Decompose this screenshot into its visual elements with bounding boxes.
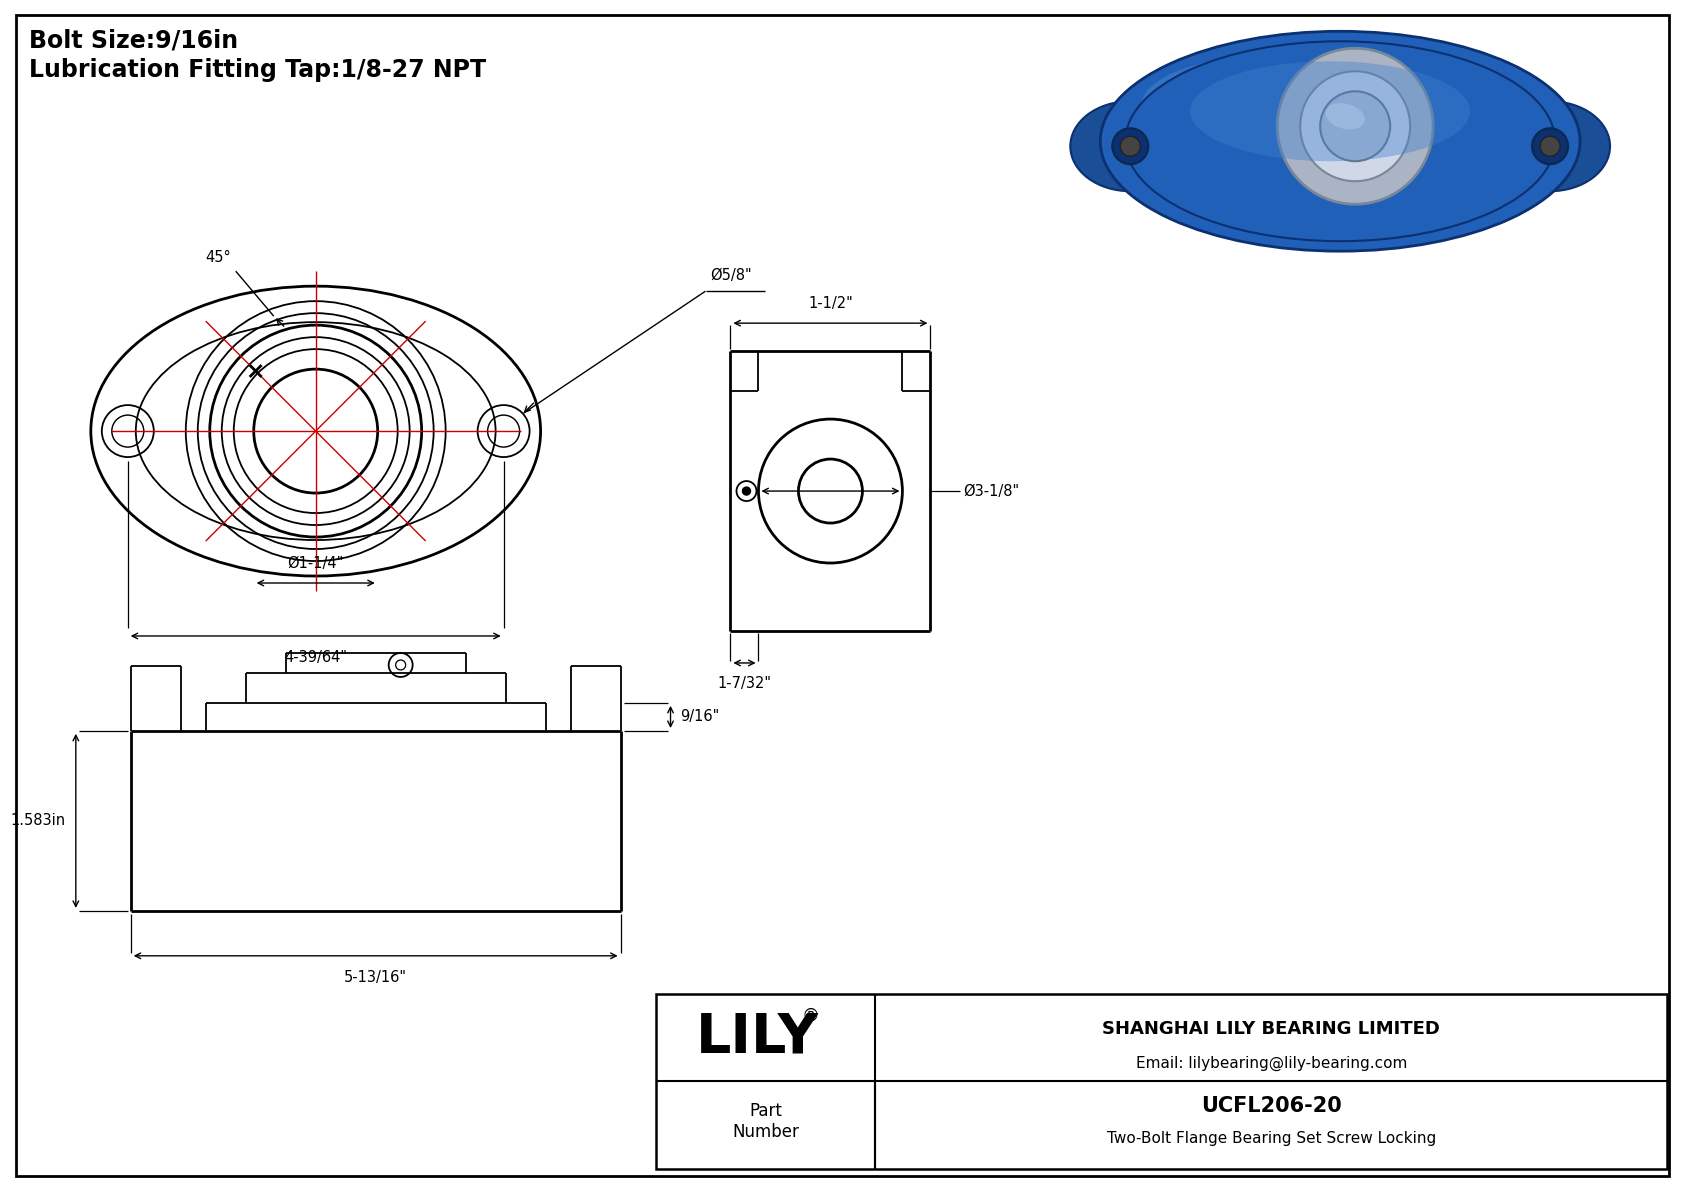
Text: UCFL206-20: UCFL206-20 — [1201, 1096, 1342, 1116]
Bar — [655, 993, 1667, 1168]
Text: Lubrication Fitting Tap:1/8-27 NPT: Lubrication Fitting Tap:1/8-27 NPT — [29, 58, 487, 82]
Ellipse shape — [1071, 101, 1191, 192]
Text: Bolt Size:9/16in: Bolt Size:9/16in — [29, 29, 237, 52]
Text: Part
Number: Part Number — [733, 1102, 798, 1141]
Text: 5-13/16": 5-13/16" — [344, 969, 408, 985]
Text: Two-Bolt Flange Bearing Set Screw Locking: Two-Bolt Flange Bearing Set Screw Lockin… — [1106, 1131, 1436, 1147]
Circle shape — [1320, 92, 1391, 161]
Text: Ø3-1/8": Ø3-1/8" — [963, 484, 1019, 499]
Text: 9/16": 9/16" — [680, 710, 719, 724]
Ellipse shape — [1100, 31, 1580, 251]
Circle shape — [743, 487, 751, 495]
Circle shape — [1532, 129, 1568, 164]
Text: Email: lilybearing@lily-bearing.com: Email: lilybearing@lily-bearing.com — [1135, 1056, 1406, 1072]
Text: SHANGHAI LILY BEARING LIMITED: SHANGHAI LILY BEARING LIMITED — [1103, 1019, 1440, 1037]
Ellipse shape — [1191, 61, 1470, 161]
Text: 1.583in: 1.583in — [10, 813, 66, 829]
Text: 1-1/2": 1-1/2" — [808, 297, 852, 311]
Text: Ø5/8": Ø5/8" — [711, 268, 753, 283]
Text: LILY: LILY — [695, 1010, 818, 1065]
Text: Ø1-1/4": Ø1-1/4" — [288, 556, 344, 570]
Ellipse shape — [1140, 55, 1499, 188]
Circle shape — [1541, 136, 1559, 156]
Circle shape — [1113, 129, 1148, 164]
Ellipse shape — [1490, 101, 1610, 192]
Circle shape — [1120, 136, 1140, 156]
Text: 45°: 45° — [205, 250, 231, 266]
Ellipse shape — [1325, 104, 1364, 130]
Circle shape — [1300, 71, 1410, 181]
Circle shape — [1276, 49, 1433, 204]
Text: ®: ® — [802, 1006, 820, 1024]
Ellipse shape — [1125, 42, 1554, 242]
Text: 4-39/64": 4-39/64" — [285, 650, 347, 665]
Text: 1-7/32": 1-7/32" — [717, 676, 771, 691]
